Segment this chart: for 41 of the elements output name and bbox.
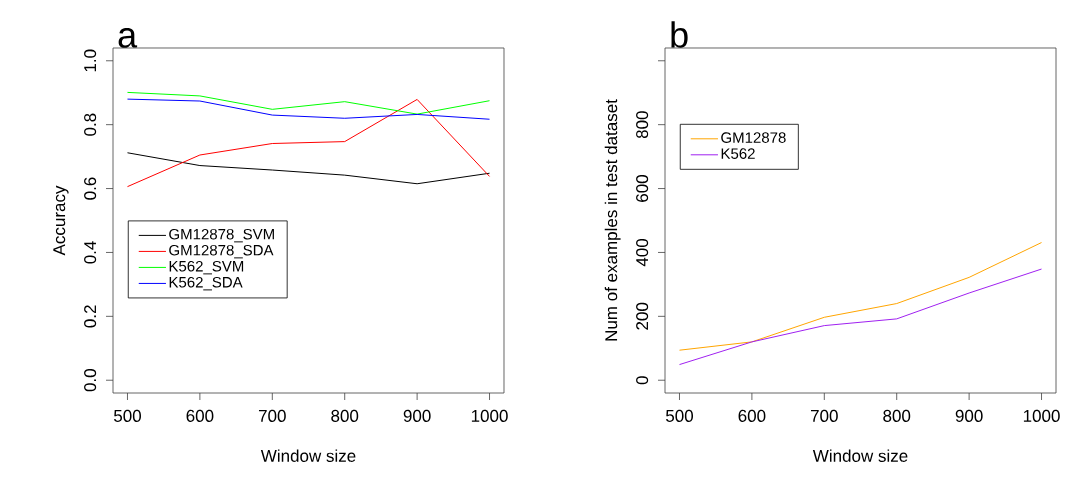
x-tick-label: 600 [186,409,214,422]
legend-label: GM12878_SVM [169,228,274,243]
x-axis-title: Window size [260,449,356,462]
x-tick-label: 900 [955,409,983,422]
y-axis-title: Accuracy [53,185,69,256]
text: a [118,28,138,48]
line-series [126,98,491,188]
legend-label: K562 [721,148,755,159]
legend-label: K562_SVM [169,260,244,275]
y-tick-label: 1.0 [84,49,97,72]
line-series [126,152,491,185]
y-tick-label: 0.0 [84,369,97,392]
x-tick-label: 800 [883,409,911,422]
x-tick-label: 1000 [1023,409,1060,422]
x-tick-label: 700 [258,409,286,422]
y-tick-label: 0 [636,376,649,385]
legend-label: K562_SDA [169,276,243,291]
y-tick-label: 0.6 [84,177,97,200]
x-tick-label: 700 [811,409,838,422]
line-series [126,91,491,115]
x-tick-label: 500 [665,409,694,422]
x-tick-label: 500 [113,409,141,422]
x-tick-label: 900 [403,409,431,422]
line-series [678,268,1043,366]
y-tick-label: 600 [636,175,649,202]
y-axis-title: Num of examples in test dataset [604,99,621,341]
x-axis-title: Window size [812,449,908,462]
x-tick-label: 600 [738,409,766,422]
y-tick-label: 400 [636,238,649,267]
legend-label: GM12878_SDA [169,244,274,259]
text: b [671,21,688,48]
x-tick-label: 800 [331,409,359,422]
y-tick-label: 800 [636,111,649,139]
y-tick-label: 0.2 [84,305,97,328]
y-tick-label: 200 [636,302,649,330]
legend-label: GM12878 [721,132,786,143]
y-tick-label: 0.4 [84,241,97,264]
y-tick-label: 0.8 [84,113,97,136]
line-series [126,98,491,120]
line-series [678,242,1043,351]
x-tick-label: 1000 [471,409,508,422]
